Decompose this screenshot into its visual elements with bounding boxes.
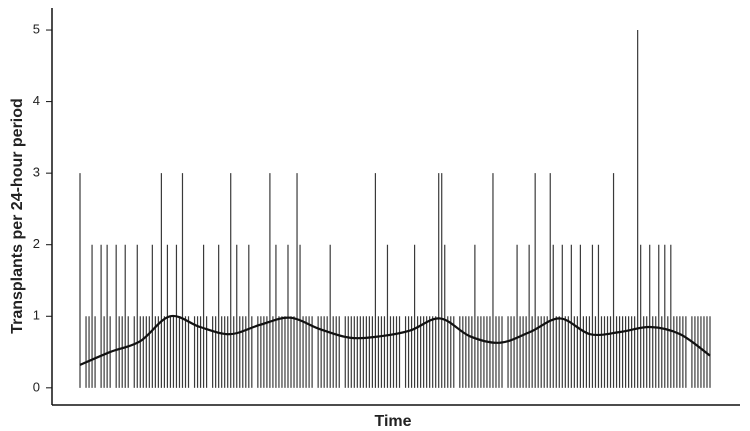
y-axis-label: Transplants per 24-hour period bbox=[9, 98, 26, 334]
trend-line bbox=[79, 314, 711, 366]
y-tick-label: 2 bbox=[33, 236, 40, 251]
y-tick-label: 5 bbox=[33, 21, 40, 36]
y-tick-label: 4 bbox=[33, 93, 40, 108]
y-tick-label: 1 bbox=[33, 308, 40, 323]
x-axis-label: Time bbox=[374, 413, 411, 430]
y-tick-label: 3 bbox=[33, 165, 40, 180]
y-tick-label: 0 bbox=[33, 379, 40, 394]
